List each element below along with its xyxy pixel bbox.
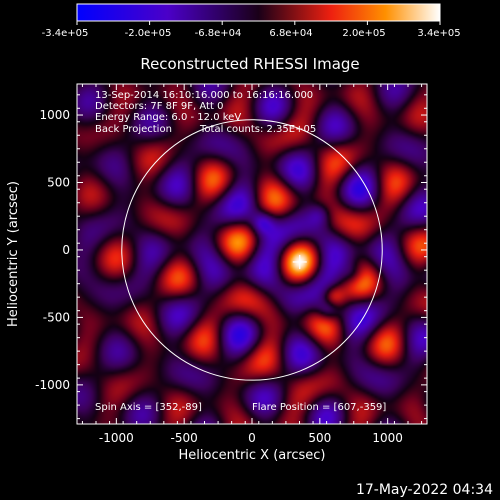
annotation-flare-position: Flare Position = [607,-359]: [252, 402, 386, 413]
x-axis-label: Heliocentric X (arcsec): [179, 448, 326, 463]
annotation-method: Back Projection: [95, 124, 172, 135]
y-tick-label: 500: [47, 175, 70, 189]
colorbar-ticks: -3.4e+05 -2.0e+05 -6.8e+04 6.8e+04 2.0e+05 3.…: [42, 21, 461, 39]
flare-marker: [292, 254, 307, 269]
colorbar-tick-label: -2.0e+05: [125, 28, 172, 39]
x-axis-ticks: -1000 -500 0 500 1000: [81, 84, 423, 445]
annotation-energy-range: Energy Range: 6.0 - 12.0 keV: [95, 112, 241, 123]
y-axis-ticks: -1000 -500 0 500 1000: [35, 94, 427, 420]
annotation-detectors: Detectors: 7F 8F 9F, Att 0: [95, 101, 223, 112]
solar-disk-circle: [121, 119, 383, 381]
y-tick-label: -500: [43, 310, 70, 324]
y-tick-label: 1000: [39, 108, 70, 122]
chart-title: Reconstructed RHESSI Image: [140, 55, 359, 73]
colorbar: [76, 3, 441, 22]
heatmap-image: [77, 84, 427, 424]
colorbar-tick-label: 6.8e+04: [269, 28, 312, 39]
x-tick-label: 1000: [372, 431, 403, 445]
y-tick-label: 0: [62, 243, 70, 257]
y-axis-label: Heliocentric Y (arcsec): [6, 181, 21, 327]
timestamp: 17-May-2022 04:34: [356, 482, 493, 498]
annotation-spin-axis: Spin Axis = [352,-89]: [95, 402, 202, 413]
annotation-total-counts: Total counts: 2.35E+05: [199, 124, 316, 135]
colorbar-tick-label: 2.0e+05: [342, 28, 385, 39]
x-tick-label: 0: [248, 431, 256, 445]
colorbar-tick-label: -6.8e+04: [195, 28, 242, 39]
y-tick-label: -1000: [35, 378, 70, 392]
colorbar-tick-label: -3.4e+05: [42, 28, 89, 39]
x-tick-label: 500: [308, 431, 331, 445]
annotation-time-range: 13-Sep-2014 16:10:16.000 to 16:16:16.000: [95, 90, 313, 101]
colorbar-tick-label: 3.4e+05: [417, 28, 460, 39]
x-tick-label: -500: [171, 431, 198, 445]
x-tick-label: -1000: [99, 431, 134, 445]
